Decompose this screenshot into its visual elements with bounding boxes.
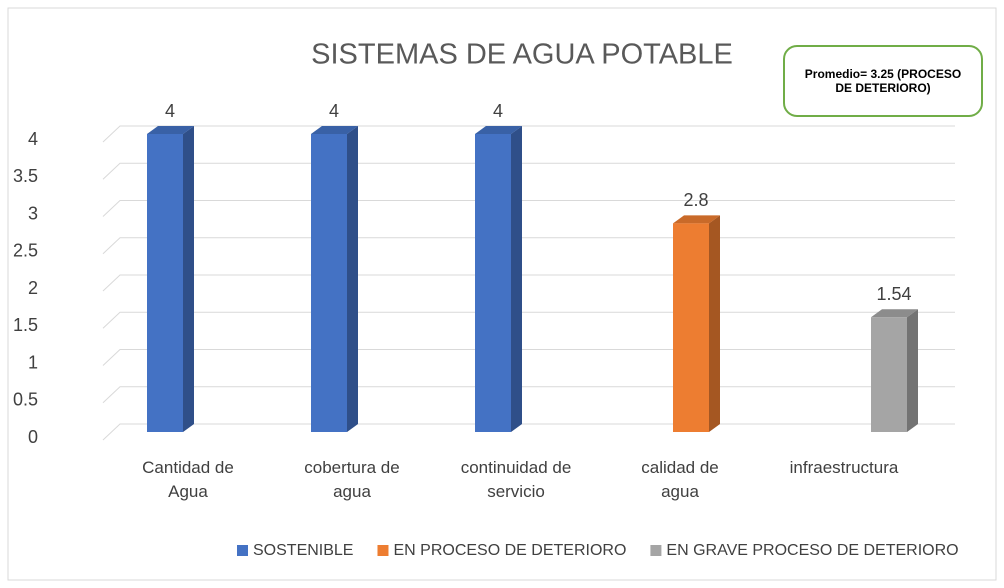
grid-line — [102, 200, 955, 217]
legend-label: EN PROCESO DE DETERIORO — [393, 542, 626, 559]
bar-side — [709, 215, 720, 432]
bar — [475, 134, 511, 432]
bar-side-shade — [907, 309, 918, 432]
data-label: 2.8 — [683, 190, 708, 210]
bar-side-shade — [183, 126, 194, 432]
y-tick-label: 3 — [28, 203, 38, 223]
y-tick-label: 2 — [28, 278, 38, 298]
grid-line — [102, 162, 955, 180]
bar — [311, 134, 347, 432]
legend-swatch — [650, 545, 662, 556]
y-tick-label: 3.5 — [13, 166, 38, 186]
data-label: 1.54 — [876, 284, 911, 304]
bar-top-shade — [673, 215, 720, 224]
bar-side-shade — [709, 215, 720, 432]
bar-top-shade — [475, 126, 522, 134]
chart-title: SISTEMAS DE AGUA POTABLE — [311, 39, 733, 71]
bar-side-shade — [347, 126, 358, 432]
y-tick-label: 1.5 — [13, 315, 38, 335]
y-tick-label: 4 — [28, 129, 38, 149]
bar-top — [311, 126, 358, 134]
y-tick-label: 1 — [28, 352, 38, 372]
bar-side-shade — [511, 126, 522, 432]
x-tick-label: Cantidad de Agua — [142, 458, 234, 501]
bar-top — [673, 215, 720, 224]
bar-side — [347, 126, 358, 432]
bar-top-shade — [311, 126, 358, 134]
annotation: Promedio= 3.25 (PROCESO DE DETERIORO) — [783, 45, 983, 117]
legend-label: EN GRAVE PROCESO DE DETERIORO — [666, 542, 958, 559]
bar — [147, 134, 183, 432]
bar-side — [183, 126, 194, 432]
bar-side — [511, 126, 522, 432]
bar-top-shade — [147, 126, 194, 134]
x-tick-label: continuidad de servicio — [460, 458, 572, 501]
legend-swatch — [237, 545, 248, 556]
bar-top-shade — [871, 309, 918, 318]
y-tick-label: 0 — [28, 427, 38, 447]
x-tick-label: cobertura de agua — [304, 458, 400, 501]
x-tick-label: infraestructura — [789, 458, 899, 477]
bar-top — [475, 126, 522, 134]
bar — [673, 223, 709, 432]
y-tick-label: 2.5 — [13, 241, 38, 261]
data-label: 4 — [165, 101, 175, 121]
y-tick-label: 0.5 — [13, 390, 38, 410]
data-label: 4 — [329, 101, 339, 121]
bar-top — [147, 126, 194, 134]
bar-side — [907, 309, 918, 432]
bar-top — [871, 309, 918, 318]
bar — [871, 317, 907, 432]
legend-swatch — [377, 545, 389, 556]
data-label: 4 — [493, 101, 503, 121]
grid-line — [102, 125, 955, 143]
x-tick-label: calidad de agua — [641, 458, 719, 501]
legend-label: SOSTENIBLE — [253, 542, 353, 559]
